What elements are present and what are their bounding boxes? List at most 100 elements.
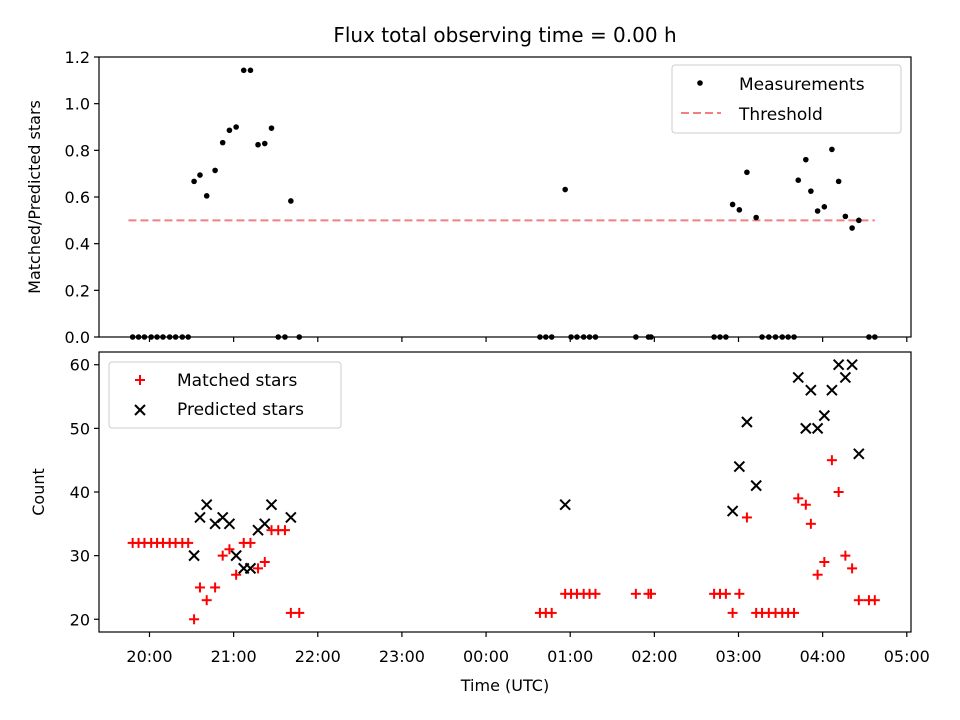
predicted-star-point	[259, 518, 271, 530]
bottom-y-tick-label: 60	[70, 356, 90, 375]
top-y-axis-label: Matched/Predicted stars	[25, 100, 44, 294]
matched-star-point	[294, 607, 305, 618]
predicted-x-b	[832, 359, 845, 371]
matched-star-point	[734, 588, 745, 599]
measurement-point	[759, 334, 765, 340]
predicted-x-b	[134, 404, 146, 416]
matched-star-point	[869, 595, 880, 606]
matched-star-point	[793, 493, 804, 504]
measurement-point	[548, 334, 555, 340]
top-y-tick-label: 0.4	[65, 235, 90, 254]
measurement-point	[795, 177, 802, 183]
x-tick-label: 03:00	[715, 647, 761, 666]
top-y-tick-label: 1.2	[65, 48, 90, 67]
x-tick-label: 00:00	[463, 647, 509, 666]
measurement-point	[849, 225, 855, 231]
measurement-point	[226, 127, 233, 134]
x-tick-label: 22:00	[295, 647, 341, 666]
matched-star-point	[819, 557, 830, 567]
matched-star-point	[183, 537, 194, 548]
matched-star-point	[800, 499, 811, 510]
top-y-tick-label: 0.2	[65, 281, 90, 300]
matched-star-point	[812, 569, 823, 580]
matched-star-point	[194, 582, 205, 593]
predicted-star-point	[839, 371, 852, 384]
top-legend: Measurements Threshold	[671, 64, 902, 134]
predicted-star-point	[853, 448, 865, 460]
measurement-point	[219, 139, 226, 146]
matched-star-point	[189, 614, 200, 625]
measurement-point	[717, 334, 723, 340]
predicted-x-b	[839, 371, 852, 384]
bottom-y-tick-label: 50	[70, 419, 90, 438]
predicted-star-point	[559, 499, 571, 511]
matched-star-point	[210, 582, 221, 593]
measurement-point	[261, 140, 268, 147]
matched-star-point	[720, 588, 731, 599]
predicted-star-point	[285, 511, 297, 524]
predicted-x-b	[200, 499, 213, 511]
legend-threshold-label: Threshold	[738, 105, 823, 125]
measurement-point	[586, 334, 593, 340]
measurement-point	[129, 334, 136, 340]
top-legend-box	[671, 64, 902, 134]
matched-star-point	[231, 569, 242, 580]
bottom-y-tick-label: 30	[70, 547, 90, 566]
x-tick-label: 05:00	[884, 647, 930, 666]
predicted-x-b	[230, 549, 242, 562]
predicted-star-point	[194, 511, 206, 524]
predicted-x-b	[216, 511, 229, 524]
predicted-star-point	[826, 384, 838, 396]
measurement-point	[772, 334, 779, 340]
measurement-point	[543, 334, 549, 340]
matched-star-point	[259, 557, 270, 567]
predicted-x-b	[194, 511, 206, 524]
bottom-legend-box	[108, 361, 342, 429]
measurement-point	[179, 334, 186, 340]
legend-measurements-label: Measurements	[739, 75, 865, 95]
measurement-point	[240, 67, 247, 74]
measurement-point	[779, 334, 786, 340]
predicted-x-b	[846, 359, 858, 371]
matched-star-point	[645, 588, 656, 599]
measurement-point	[296, 334, 303, 340]
measurement-point	[288, 198, 294, 204]
measurement-point	[808, 188, 814, 194]
matched-star-point	[245, 537, 256, 548]
matched-star-point	[546, 607, 557, 618]
bottom-y-axis-label: Count	[29, 468, 48, 516]
measurement-point	[197, 172, 203, 178]
bottom-legend: Matched stars Predicted stars	[108, 361, 342, 429]
predicted-star-point	[230, 549, 242, 562]
predicted-star-point	[792, 371, 804, 384]
measurement-point	[255, 141, 261, 148]
measurement-point	[212, 167, 218, 174]
predicted-x-b	[811, 422, 824, 435]
matched-star-point	[833, 487, 844, 497]
bottom-y-tick-label: 20	[70, 610, 90, 629]
matched-star-point	[840, 550, 851, 561]
measurement-point	[736, 207, 743, 213]
measurement-point	[803, 156, 809, 163]
predicted-star-point	[741, 416, 753, 428]
measurement-point	[821, 204, 828, 210]
matched-star-point	[201, 595, 212, 606]
count-panel: 20:00 21:00 22:00 23:00 00:00 01:00 02:00 03:00…	[70, 351, 930, 666]
x-tick-label: 01:00	[547, 647, 593, 666]
measurement-point	[765, 334, 772, 340]
measurement-point	[711, 334, 717, 340]
measurement-point	[154, 334, 160, 340]
legend-predicted-label: Predicted stars	[177, 400, 304, 420]
matched-star-point	[253, 563, 264, 574]
matched-star-point	[630, 588, 641, 599]
bottom-y-tick-label: 40	[70, 483, 90, 502]
x-tick-label: 21:00	[211, 647, 257, 666]
matched-star-point	[279, 525, 290, 536]
predicted-x-b	[559, 499, 571, 511]
measurement-point	[233, 124, 239, 130]
measurement-point	[282, 334, 288, 340]
predicted-star-point	[805, 384, 817, 396]
matched-star-point	[847, 563, 858, 574]
predicted-x-b	[188, 549, 200, 562]
